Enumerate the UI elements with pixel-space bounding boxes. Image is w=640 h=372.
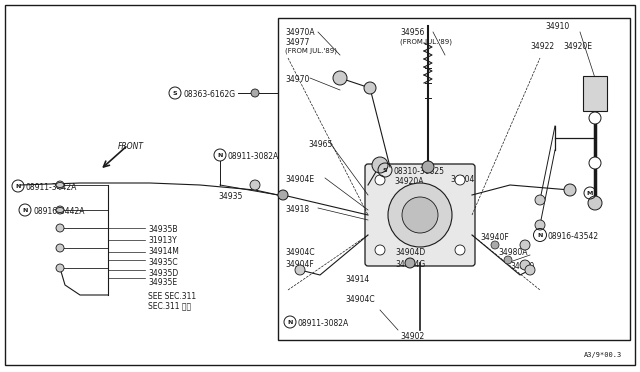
Text: (FROM JUL.'89): (FROM JUL.'89) — [285, 47, 337, 54]
Text: 34910: 34910 — [545, 22, 569, 31]
Text: M: M — [587, 190, 593, 196]
Text: 34904C: 34904C — [345, 295, 374, 304]
Text: 34902: 34902 — [400, 332, 424, 341]
FancyBboxPatch shape — [365, 164, 475, 266]
Text: 34970A: 34970A — [285, 28, 315, 37]
Circle shape — [422, 161, 434, 173]
Circle shape — [295, 265, 305, 275]
Bar — [583, 76, 607, 111]
Circle shape — [520, 240, 530, 250]
Circle shape — [250, 180, 260, 190]
Circle shape — [520, 260, 530, 270]
Text: 31913Y: 31913Y — [148, 236, 177, 245]
Text: 34920A: 34920A — [394, 177, 424, 186]
Circle shape — [402, 197, 438, 233]
Circle shape — [535, 220, 545, 230]
Text: 34970: 34970 — [285, 75, 309, 84]
Circle shape — [564, 184, 576, 196]
Text: 08916-43542: 08916-43542 — [548, 232, 599, 241]
Circle shape — [251, 89, 259, 97]
Circle shape — [56, 181, 64, 189]
Text: SEE SEC.311: SEE SEC.311 — [148, 292, 196, 301]
Circle shape — [491, 241, 499, 249]
Ellipse shape — [56, 183, 64, 187]
Text: 34965: 34965 — [308, 140, 332, 149]
Text: 08911-3082A: 08911-3082A — [298, 319, 349, 328]
Text: 34935C: 34935C — [148, 258, 178, 267]
Text: 34935D: 34935D — [148, 269, 179, 278]
Circle shape — [504, 256, 512, 264]
Text: (FROM JUL.'89): (FROM JUL.'89) — [400, 38, 452, 45]
Circle shape — [388, 183, 452, 247]
Circle shape — [589, 157, 601, 169]
Circle shape — [364, 82, 376, 94]
Text: 34920E: 34920E — [563, 42, 592, 51]
Text: 08911-3442A: 08911-3442A — [26, 183, 77, 192]
Text: N: N — [22, 208, 28, 212]
Text: 08916-3442A: 08916-3442A — [33, 207, 84, 216]
Circle shape — [588, 196, 602, 210]
Circle shape — [333, 71, 347, 85]
Text: 34935B: 34935B — [148, 225, 177, 234]
Text: 34918: 34918 — [285, 205, 309, 214]
Text: 34940F: 34940F — [480, 233, 509, 242]
Circle shape — [405, 258, 415, 268]
Text: 34980A: 34980A — [498, 248, 527, 257]
Text: 34922: 34922 — [530, 42, 554, 51]
Circle shape — [525, 265, 535, 275]
Circle shape — [56, 264, 64, 272]
Circle shape — [56, 244, 64, 252]
Circle shape — [535, 195, 545, 205]
Text: 34904G: 34904G — [395, 260, 425, 269]
Text: 34935E: 34935E — [148, 278, 177, 287]
Circle shape — [372, 157, 388, 173]
Bar — [278, 18, 630, 340]
Text: 34980: 34980 — [510, 262, 534, 271]
Text: 08911-3082A: 08911-3082A — [228, 152, 279, 161]
Text: 34904C: 34904C — [285, 248, 315, 257]
Text: 08310-30825: 08310-30825 — [394, 167, 445, 176]
Circle shape — [455, 175, 465, 185]
Circle shape — [375, 245, 385, 255]
Text: SEC.311 参照: SEC.311 参照 — [148, 301, 191, 310]
Text: N: N — [15, 183, 20, 189]
Text: A3/9*00.3: A3/9*00.3 — [584, 352, 622, 358]
Text: 34904F: 34904F — [285, 260, 314, 269]
Text: N: N — [218, 153, 223, 157]
Text: 34914M: 34914M — [148, 247, 179, 256]
Text: 34935: 34935 — [218, 192, 243, 201]
Text: 34904D: 34904D — [395, 248, 425, 257]
Text: 34904E: 34904E — [285, 175, 314, 184]
Text: S: S — [173, 90, 177, 96]
Text: FRONT: FRONT — [118, 142, 144, 151]
Text: 08363-6162G: 08363-6162G — [183, 90, 235, 99]
Text: 34914: 34914 — [345, 275, 369, 284]
Circle shape — [56, 224, 64, 232]
Circle shape — [589, 112, 601, 124]
Ellipse shape — [56, 208, 64, 212]
Circle shape — [56, 206, 64, 214]
Circle shape — [455, 245, 465, 255]
Text: 34977: 34977 — [285, 38, 309, 47]
Text: 34904: 34904 — [450, 175, 474, 184]
Text: S: S — [383, 167, 387, 173]
Circle shape — [278, 190, 288, 200]
Text: N: N — [287, 320, 292, 324]
Text: N: N — [538, 232, 543, 237]
Circle shape — [375, 175, 385, 185]
Text: 34956: 34956 — [400, 28, 424, 37]
